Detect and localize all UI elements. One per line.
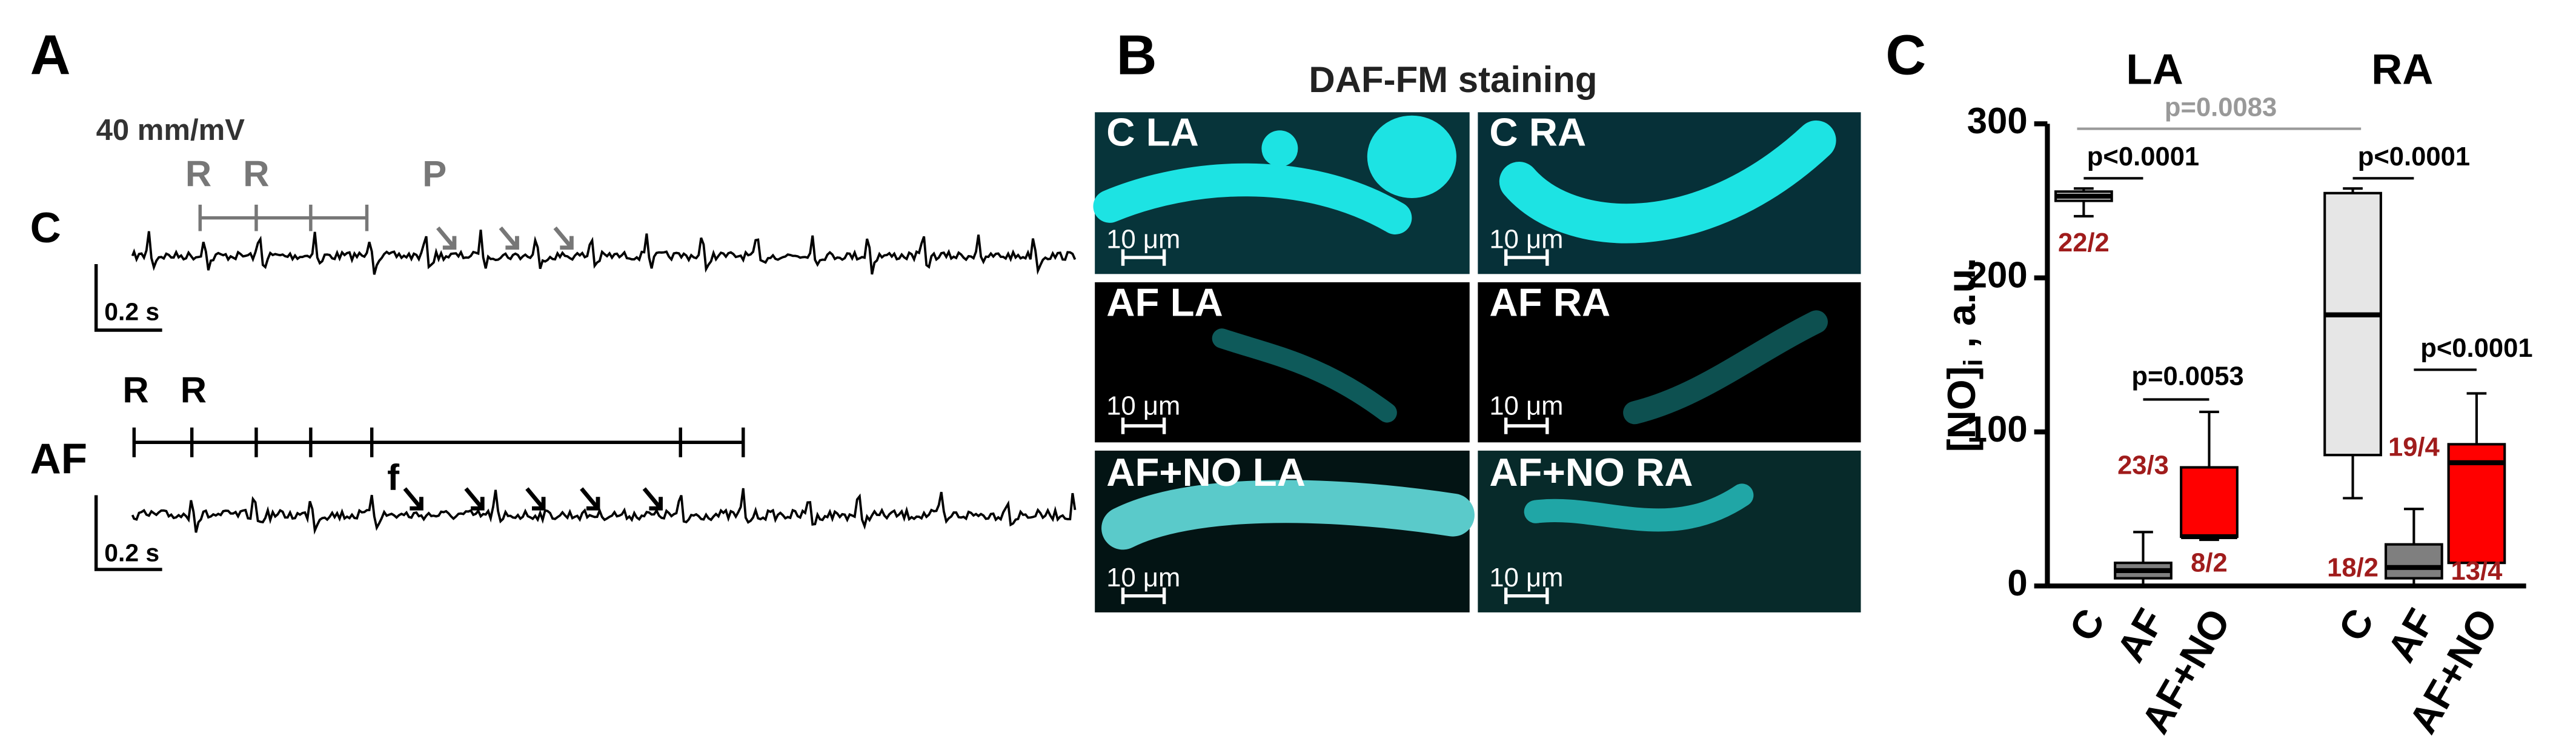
- scale-bar: [94, 264, 162, 332]
- panel-a: A 40 mm/mV R R P C 0.2 s R R AF f 0.2 s: [30, 24, 1077, 571]
- rr-ladder: [132, 427, 745, 457]
- scale-label: 10 μm: [1106, 392, 1180, 421]
- ecg-trace: [131, 488, 1077, 535]
- scale-bar: [94, 495, 162, 571]
- scale-label: 10 μm: [1106, 563, 1180, 592]
- cells: [1093, 115, 1836, 550]
- panel-letter: C: [1885, 24, 1926, 87]
- panel-letter: B: [1117, 24, 1157, 87]
- trace-label: C: [30, 204, 61, 252]
- box: [2323, 191, 2382, 457]
- ecg-trace: [131, 230, 1077, 275]
- scale-label: 10 μm: [1489, 225, 1563, 254]
- r-label: R: [243, 153, 269, 194]
- n-label: 18/2: [2327, 554, 2378, 583]
- tile-label: AF LA: [1106, 280, 1223, 324]
- y-label-sub: i: [1959, 359, 1988, 366]
- panel-title: DAF-FM staining: [1309, 59, 1597, 100]
- scale-label: 10 μm: [1489, 392, 1563, 421]
- scale-label: 10 μm: [1489, 563, 1563, 592]
- r-label: R: [122, 370, 148, 410]
- y-axis-label: [NO]i , a.u.: [1939, 257, 1988, 452]
- panel-b: B DAF-FM staining C LA C RA AF LA AF RA …: [1093, 24, 1861, 612]
- p-arrows: [436, 226, 574, 250]
- p-value: p<0.0001: [2358, 142, 2470, 171]
- group-label: RA: [2371, 46, 2433, 94]
- tile-label: AF RA: [1489, 280, 1610, 324]
- panel-letter: A: [30, 24, 71, 87]
- f-wave-label: f: [387, 457, 400, 498]
- y-tick-label: 300: [1967, 101, 2028, 141]
- f-arrows: [403, 487, 663, 511]
- group-label: LA: [2126, 46, 2183, 94]
- x-tick-label: C: [2060, 602, 2113, 648]
- scale-label: 0.2 s: [104, 298, 159, 326]
- r-label: R: [185, 153, 211, 194]
- tile-label: C LA: [1106, 110, 1199, 154]
- p-wave-label: P: [422, 153, 446, 194]
- micrograph: [1478, 450, 1861, 612]
- gain-label: 40 mm/mV: [96, 114, 245, 147]
- box: [2385, 543, 2443, 580]
- micrograph: [1478, 282, 1861, 443]
- scale-label: 0.2 s: [104, 539, 159, 566]
- n-label: 23/3: [2117, 451, 2169, 480]
- y-label-rest: , a.u.: [1939, 257, 1983, 359]
- p-value: p<0.0001: [2087, 142, 2199, 171]
- n-label: 19/4: [2388, 433, 2440, 462]
- y-tick-label: 200: [1967, 255, 2028, 296]
- n-label: 22/2: [2058, 228, 2110, 257]
- p-value: p=0.0053: [2131, 362, 2243, 391]
- trace-label: AF: [30, 436, 87, 483]
- y-tick-label: 100: [1967, 409, 2028, 449]
- p-value: p=0.0083: [2165, 93, 2277, 122]
- y-tick-label: 0: [2007, 563, 2027, 603]
- r-label: R: [181, 370, 207, 410]
- rr-ladder: [198, 204, 369, 231]
- tile-label: AF+NO LA: [1106, 450, 1306, 494]
- n-label: 13/4: [2451, 557, 2503, 586]
- panel-c: C LA RA [NO]i , a.u. 0 100 200 300 22/2 C 23/3…: [1885, 24, 2532, 741]
- tile-label: C RA: [1489, 110, 1586, 154]
- x-tick-label: C: [2330, 602, 2383, 648]
- y-label-main: [NO]: [1939, 366, 1983, 453]
- x-tick-label: AF: [2108, 602, 2173, 669]
- box: [2180, 466, 2239, 538]
- p-value: p<0.0001: [2420, 334, 2532, 363]
- n-label: 8/2: [2191, 548, 2228, 577]
- scale-bars: [1121, 249, 1549, 605]
- tile-label: AF+NO RA: [1489, 450, 1693, 494]
- scale-label: 10 μm: [1106, 225, 1180, 254]
